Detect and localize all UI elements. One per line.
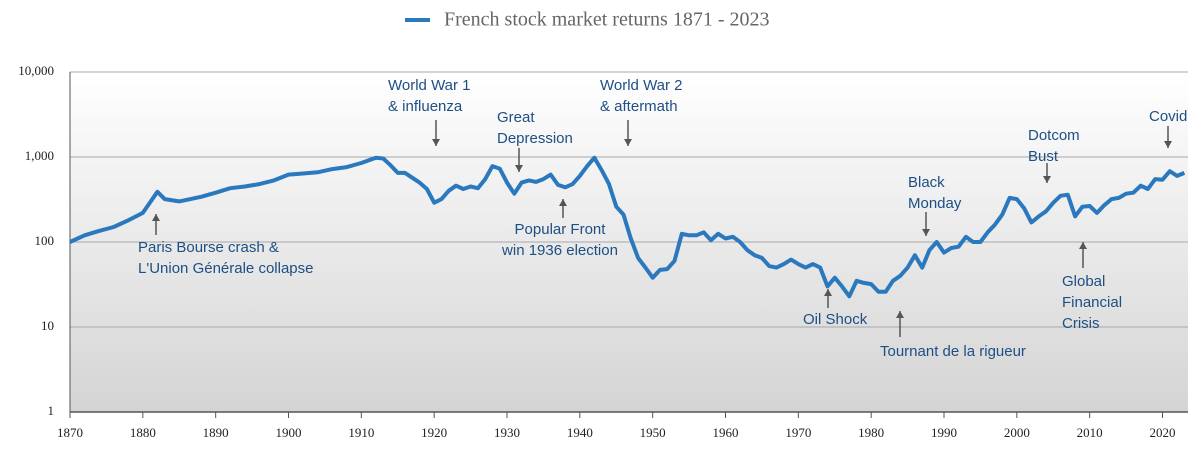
x-tick-label: 2000 bbox=[1004, 425, 1030, 440]
x-tick-label: 1890 bbox=[203, 425, 229, 440]
annotation-text: & influenza bbox=[388, 98, 463, 115]
annotation-arrowhead bbox=[922, 229, 930, 236]
x-tick-label: 1940 bbox=[567, 425, 593, 440]
annotation-arrowhead bbox=[1043, 176, 1051, 183]
annotations: Paris Bourse crash & L'Union Générale col… bbox=[138, 77, 1187, 360]
line-series bbox=[69, 155, 1186, 299]
x-tick-label: 2020 bbox=[1150, 425, 1176, 440]
annotation-arrowhead bbox=[559, 199, 567, 206]
annotation-arrowhead bbox=[515, 165, 523, 172]
x-tick-label: 1990 bbox=[931, 425, 957, 440]
y-tick-label: 1,000 bbox=[25, 148, 54, 163]
y-tick-label: 10,000 bbox=[18, 63, 54, 78]
x-tick-label: 1870 bbox=[57, 425, 83, 440]
annotation-arrowhead bbox=[824, 289, 832, 296]
annotation-text: World War 1 bbox=[388, 77, 471, 94]
y-tick-label: 10 bbox=[41, 318, 54, 333]
x-tick-label: 1950 bbox=[640, 425, 666, 440]
marks bbox=[69, 155, 1186, 299]
x-tick-label: 1930 bbox=[494, 425, 520, 440]
annotation-text: win 1936 election bbox=[501, 242, 618, 259]
annotation-text: Paris Bourse crash & bbox=[138, 239, 279, 256]
annotation-text: Oil Shock bbox=[803, 311, 868, 328]
x-tick-label: 1980 bbox=[858, 425, 884, 440]
annotation-text: Great bbox=[497, 109, 535, 126]
annotation-arrowhead bbox=[896, 311, 904, 318]
annotation-text: Financial bbox=[1062, 294, 1122, 311]
annotation-text: Monday bbox=[908, 195, 962, 212]
annotation-arrowhead bbox=[152, 214, 160, 221]
annotation-arrowhead bbox=[432, 139, 440, 146]
x-tick-label: 1960 bbox=[713, 425, 739, 440]
grid: 1 10 100 1,000 10,000 1870 1880 1890 1900 1910 192… bbox=[18, 63, 1188, 440]
x-tick-label: 1900 bbox=[276, 425, 302, 440]
annotation-text: & aftermath bbox=[600, 98, 678, 115]
x-tick-label: 1880 bbox=[130, 425, 156, 440]
x-tick-label: 1970 bbox=[785, 425, 811, 440]
annotation-text: Popular Front bbox=[515, 221, 607, 238]
x-tick-label: 2010 bbox=[1077, 425, 1103, 440]
annotation-arrowhead bbox=[1164, 141, 1172, 148]
x-tick-label: 1920 bbox=[421, 425, 447, 440]
annotation-text: Tournant de la rigueur bbox=[880, 343, 1026, 360]
annotation-text: Depression bbox=[497, 130, 573, 147]
annotation-text: Dotcom bbox=[1028, 127, 1080, 144]
annotation-arrowhead bbox=[624, 139, 632, 146]
annotation-text: World War 2 bbox=[600, 77, 683, 94]
annotation-text: Black bbox=[908, 174, 945, 191]
annotation-text: Global bbox=[1062, 273, 1105, 290]
legend-label: French stock market returns 1871 - 2023 bbox=[444, 9, 769, 31]
y-tick-label: 1 bbox=[48, 403, 55, 418]
annotation-text: L'Union Générale collapse bbox=[138, 260, 313, 277]
annotation-text: Bust bbox=[1028, 148, 1059, 165]
annotation-arrowhead bbox=[1079, 242, 1087, 249]
x-tick-label: 1910 bbox=[348, 425, 374, 440]
y-tick-label: 100 bbox=[35, 233, 55, 248]
annotation-text: Covid bbox=[1149, 108, 1187, 125]
annotation-text: Crisis bbox=[1062, 315, 1100, 332]
